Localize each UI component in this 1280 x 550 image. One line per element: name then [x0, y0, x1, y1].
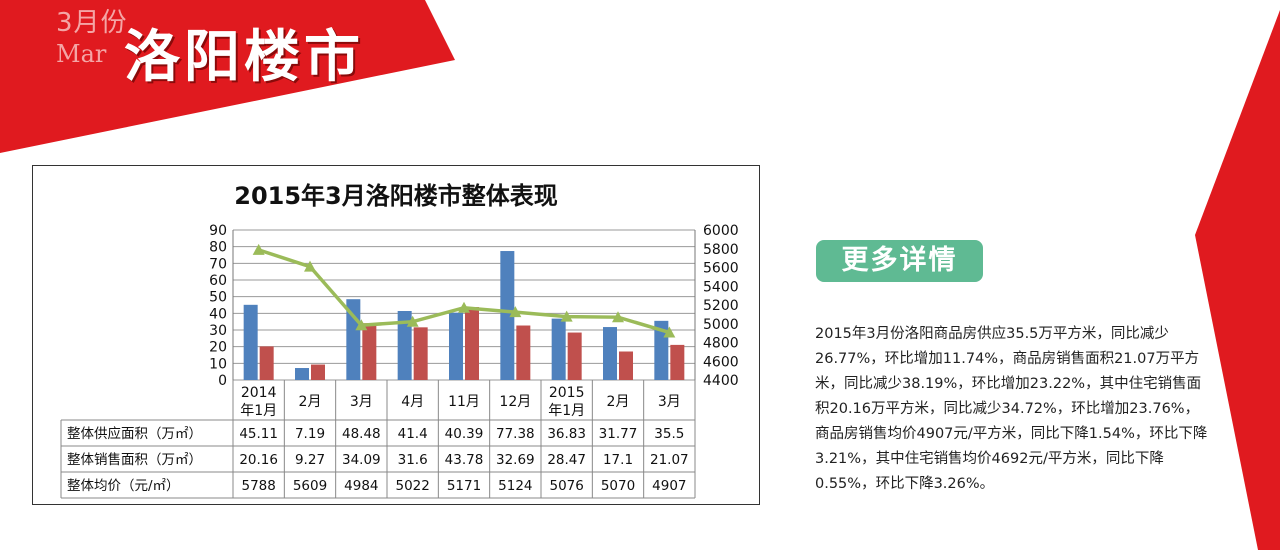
data-label: 41.4: [398, 426, 428, 442]
bar-sales: [311, 364, 325, 380]
data-label: 5070: [601, 478, 635, 494]
y-right-tick-label: 5000: [703, 317, 739, 333]
price-marker: [560, 310, 573, 322]
x-tick-label: 3月: [658, 394, 681, 410]
x-tick-label: 2015: [549, 385, 585, 401]
table-row-header: 整体供应面积（万㎡）: [67, 425, 202, 442]
price-marker: [663, 326, 676, 338]
price-marker: [304, 260, 316, 272]
data-label: 9.27: [295, 452, 325, 468]
y-left-tick-label: 20: [209, 340, 227, 356]
price-marker: [458, 301, 470, 313]
price-line: [258, 248, 670, 335]
x-tick-label: 2月: [607, 394, 630, 410]
data-label: 17.1: [603, 452, 633, 468]
x-tick-label: 12月: [499, 394, 531, 410]
y-left-tick-label: 60: [209, 273, 227, 289]
data-label: 4984: [344, 478, 378, 494]
x-tick-label: 3月: [350, 394, 373, 410]
y-left-tick-label: 30: [209, 323, 227, 339]
x-tick-label: 11月: [448, 394, 480, 410]
data-label: 20.16: [239, 452, 278, 468]
data-label: 5076: [549, 478, 583, 494]
y-right-tick-label: 4600: [703, 354, 739, 370]
data-label: 5609: [293, 478, 327, 494]
chart-container: 2015年3月洛阳楼市整体表现 0 10 20 30 40 50 60 70 80 90 4400 46…: [32, 165, 760, 505]
bar-sales: [567, 332, 582, 380]
bar-sales: [413, 327, 428, 380]
month-label-cn: 3月份: [56, 8, 128, 38]
table-row-header: 整体均价（元/㎡）: [67, 478, 180, 494]
data-label: 7.19: [295, 426, 325, 442]
top-left-red-band: [0, 0, 455, 153]
bar-sales: [619, 351, 633, 380]
y-right-tick-label: 5400: [703, 279, 739, 295]
bar-supply: [551, 318, 566, 380]
bar-supply: [295, 368, 309, 380]
data-label: 5788: [241, 478, 275, 494]
x-tick-label: 2月: [299, 394, 322, 410]
bar-supply: [500, 251, 515, 380]
data-label: 21.07: [650, 452, 689, 468]
price-marker: [355, 319, 368, 331]
y-left-tick-label: 50: [209, 290, 227, 306]
price-marker: [612, 311, 624, 323]
data-label: 48.48: [342, 426, 381, 442]
data-label: 40.39: [445, 426, 484, 442]
page-title: 洛阳楼市: [124, 25, 364, 90]
data-label: 32.69: [496, 452, 535, 468]
data-label: 35.5: [654, 426, 684, 442]
y-left-tick-label: 80: [209, 240, 227, 256]
data-label: 5022: [395, 478, 429, 494]
bar-supply: [449, 312, 463, 380]
y-left-tick-label: 70: [209, 256, 227, 272]
more-details-button[interactable]: 更多详情: [816, 240, 983, 282]
y-left-tick-label: 10: [209, 356, 227, 372]
x-tick-label: 4月: [401, 394, 424, 410]
description-text: 2015年3月份洛阳商品房供应35.5万平方米，同比减少26.77%，环比增加1…: [815, 326, 1208, 492]
y-right-tick-label: 4400: [703, 373, 739, 389]
bar-sales: [259, 346, 274, 380]
data-label: 31.77: [599, 426, 638, 442]
y-right-tick-label: 4800: [703, 336, 739, 352]
x-tick-label: 年1月: [240, 403, 277, 419]
data-label: 36.83: [547, 426, 586, 442]
data-label: 77.38: [496, 426, 535, 442]
y-right-tick-label: 5600: [703, 261, 739, 277]
month-label-en: Mar: [56, 40, 107, 68]
chart-title: 2015年3月洛阳楼市整体表现: [234, 182, 558, 210]
y-left-tick-label: 0: [218, 373, 227, 389]
bar-supply: [397, 311, 412, 380]
bar-sales: [670, 344, 685, 380]
y-right-tick-label: 5800: [703, 242, 739, 258]
bar-supply: [603, 327, 617, 380]
y-right-tick-label: 5200: [703, 298, 739, 314]
x-tick-label: 2014: [241, 385, 277, 401]
price-marker: [252, 243, 265, 255]
bar-sales: [362, 323, 377, 380]
data-label: 45.11: [239, 426, 278, 442]
table-row-header: 整体销售面积（万㎡）: [67, 452, 202, 468]
data-label: 28.47: [547, 452, 586, 468]
price-marker: [509, 306, 522, 318]
data-label: 31.6: [398, 452, 428, 468]
data-label: 5124: [498, 478, 532, 494]
x-tick-label: 年1月: [548, 403, 585, 419]
bar-sales: [516, 325, 531, 380]
data-label: 43.78: [445, 452, 484, 468]
y-right-tick-label: 6000: [703, 223, 739, 239]
y-left-tick-label: 40: [209, 306, 227, 322]
price-marker: [406, 315, 419, 327]
data-label: 34.09: [342, 452, 381, 468]
bar-supply: [243, 304, 258, 380]
data-label: 4907: [652, 478, 686, 494]
y-left-tick-label: 90: [209, 223, 227, 239]
right-red-band: [1195, 10, 1280, 550]
bar-sales: [465, 307, 479, 380]
data-label: 5171: [447, 478, 481, 494]
